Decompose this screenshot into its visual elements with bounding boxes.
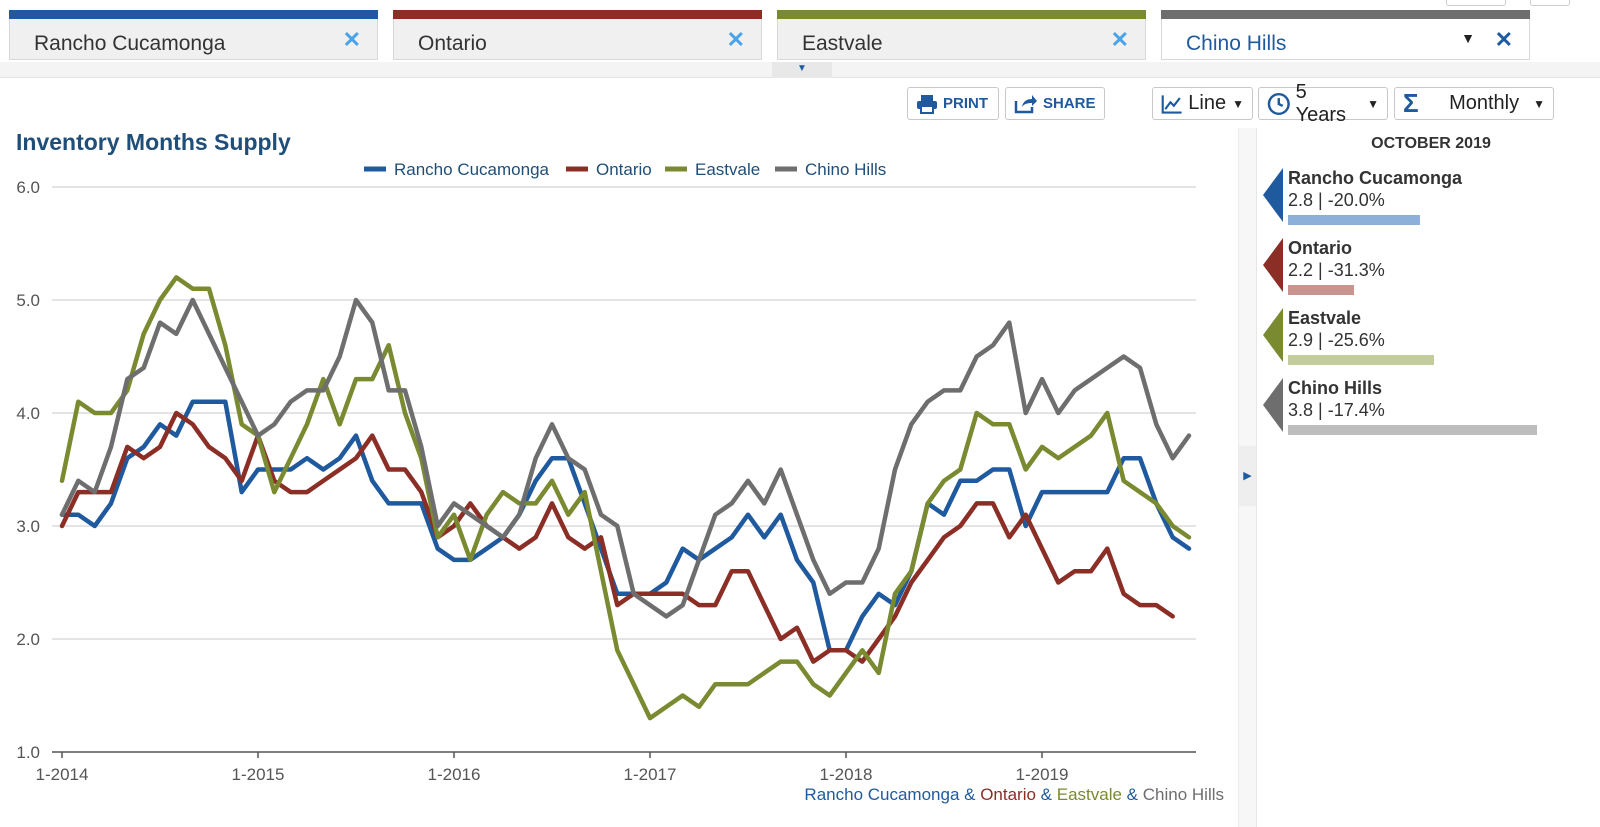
close-icon[interactable]: ✕	[1494, 27, 1513, 52]
series-line	[59, 275, 1192, 721]
y-tick-label: 5.0	[16, 291, 40, 310]
line-chart-icon	[1161, 94, 1182, 114]
chart-title: Inventory Months Supply	[16, 129, 291, 155]
summary-name: Chino Hills	[1288, 378, 1382, 398]
tab-label: Rancho Cucamonga	[34, 32, 226, 55]
range-select[interactable]: 5 Years ▼	[1258, 81, 1388, 126]
x-tick-label: 1-2017	[624, 765, 677, 784]
legend-label: Eastvale	[695, 160, 760, 179]
summary-card: Ontario 2.2 | -31.3%	[1263, 238, 1588, 295]
share-icon	[1014, 94, 1037, 113]
clock-icon	[1267, 92, 1290, 115]
x-tick-label: 1-2015	[232, 765, 285, 784]
source-line-part: Rancho Cucamonga	[804, 785, 960, 804]
legend-label: Chino Hills	[805, 160, 886, 179]
x-tick-label: 1-2019	[1016, 765, 1069, 784]
summary-meter	[1288, 355, 1434, 365]
series-line	[59, 297, 1192, 619]
summary-card: Eastvale 2.9 | -25.6%	[1263, 308, 1588, 365]
y-tick-label: 3.0	[16, 517, 40, 536]
summary-name: Rancho Cucamonga	[1288, 168, 1463, 188]
range-value: 5 Years	[1295, 80, 1346, 126]
pointer-arrow-icon	[1263, 238, 1283, 292]
pointer-arrow-icon	[1263, 378, 1283, 432]
pointer-arrow-icon	[1263, 168, 1283, 222]
tab-color-bar	[1161, 10, 1530, 19]
summary-meter	[1288, 215, 1420, 225]
print-button[interactable]: PRINT	[907, 87, 999, 120]
chevron-down-icon[interactable]: ▼	[1461, 30, 1475, 46]
y-tick-label: 4.0	[16, 404, 40, 423]
series-line	[59, 399, 1192, 653]
close-icon[interactable]: ✕	[1110, 27, 1129, 52]
tab-label: Eastvale	[802, 32, 883, 55]
source-line-part: &	[1122, 785, 1143, 804]
source-line-part: &	[959, 785, 980, 804]
printer-icon	[917, 94, 937, 114]
interval-value: Monthly	[1449, 92, 1520, 114]
share-button[interactable]: SHARE	[1005, 87, 1105, 120]
legend-label: Rancho Cucamonga	[394, 160, 550, 179]
pointer-arrow-icon	[1263, 308, 1283, 362]
summary-stat: 2.8 | -20.0%	[1288, 190, 1385, 210]
summary-stat: 2.9 | -25.6%	[1288, 330, 1385, 350]
close-icon[interactable]: ✕	[342, 27, 361, 52]
summary-card: Chino Hills 3.8 | -17.4%	[1263, 378, 1588, 435]
x-tick-label: 1-2016	[428, 765, 481, 784]
chart-type-value: Line	[1188, 92, 1227, 114]
close-icon[interactable]: ✕	[726, 27, 745, 52]
corner-button[interactable]	[1446, 0, 1506, 6]
y-tick-label: 1.0	[16, 743, 40, 762]
source-line: Rancho Cucamonga & Ontario & Eastvale & …	[804, 785, 1224, 804]
tab-label: Chino Hills	[1186, 32, 1287, 55]
tab-color-bar	[9, 10, 378, 19]
source-line-part: Chino Hills	[1143, 785, 1224, 804]
expand-toggle[interactable]: ▼	[772, 62, 832, 78]
summary-name: Eastvale	[1288, 308, 1362, 328]
source-line-part: &	[1036, 785, 1057, 804]
chevron-down-icon: ▼	[1367, 96, 1379, 111]
summary-stat: 2.2 | -31.3%	[1288, 260, 1385, 280]
chevron-down-icon: ▼	[1232, 96, 1244, 111]
sigma-icon: Σ	[1403, 88, 1419, 118]
line-chart: 1.0 2.0 3.0 4.0 5.0 6.0 1-2014 1-2015 1-2016 1-20…	[16, 160, 1224, 804]
summary-card: Rancho Cucamonga 2.8 | -20.0%	[1263, 168, 1588, 225]
interval-select[interactable]: Σ Monthly ▼	[1394, 87, 1554, 120]
share-label: SHARE	[1043, 95, 1096, 112]
print-label: PRINT	[943, 95, 988, 112]
source-line-part: Ontario	[980, 785, 1036, 804]
chart-type-select[interactable]: Line ▼	[1152, 87, 1253, 120]
summary-meter	[1288, 425, 1537, 435]
tab-eastvale[interactable]: Eastvale ✕	[777, 10, 1146, 60]
tab-color-bar	[777, 10, 1146, 19]
city-tabs: Rancho Cucamonga ✕ Ontario ✕ Eastvale ✕ …	[0, 0, 1600, 62]
tab-color-bar	[393, 10, 762, 19]
tab-rancho-cucamonga[interactable]: Rancho Cucamonga ✕	[9, 10, 378, 60]
tab-chino-hills[interactable]: Chino Hills ▼ ✕	[1161, 10, 1530, 60]
tab-subbar: ▼	[0, 62, 1600, 78]
chevron-right-icon[interactable]: ▶	[1239, 446, 1256, 506]
x-tick-label: 1-2014	[36, 765, 89, 784]
chevron-down-icon: ▼	[797, 63, 807, 74]
panel-collapse-strip: ▶	[1238, 128, 1256, 827]
series-line	[59, 410, 1175, 664]
x-tick-label: 1-2018	[820, 765, 873, 784]
summary-stat: 3.8 | -17.4%	[1288, 400, 1385, 420]
source-line-part: Eastvale	[1057, 785, 1122, 804]
summary-period: OCTOBER 2019	[1371, 135, 1491, 152]
summary-meter	[1288, 285, 1354, 295]
tab-label: Ontario	[418, 32, 487, 55]
y-tick-label: 2.0	[16, 630, 40, 649]
summary-name: Ontario	[1288, 238, 1353, 258]
corner-button[interactable]	[1530, 0, 1570, 6]
chevron-down-icon: ▼	[1533, 96, 1545, 111]
summary-panel	[1256, 128, 1600, 827]
tab-ontario[interactable]: Ontario ✕	[393, 10, 762, 60]
y-tick-label: 6.0	[16, 178, 40, 197]
legend-label: Ontario	[596, 160, 652, 179]
